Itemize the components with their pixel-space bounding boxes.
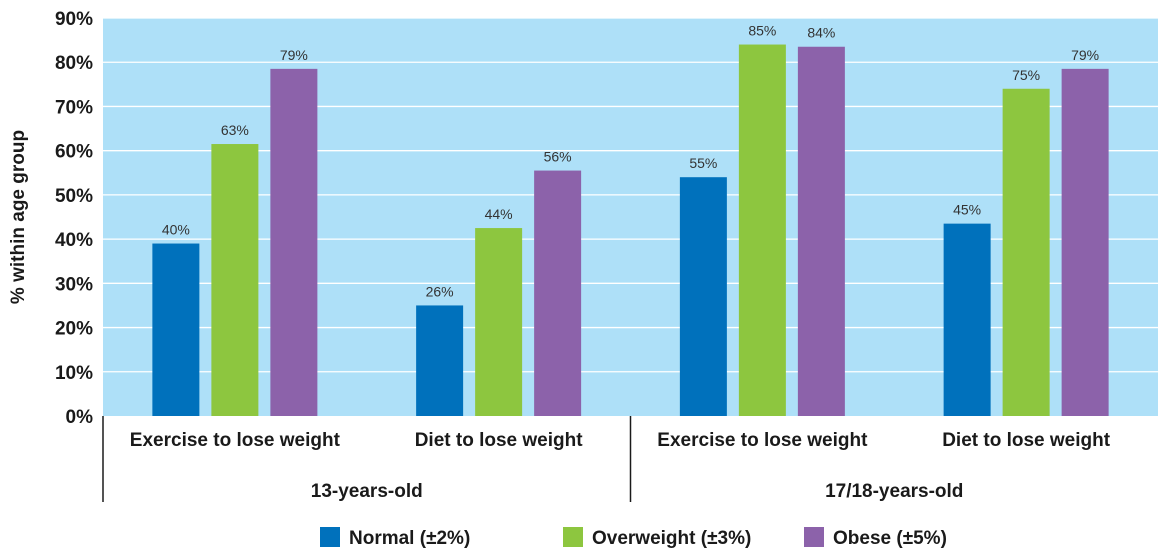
- legend-label: Obese (±5%): [833, 528, 947, 549]
- bar: [270, 68, 318, 416]
- y-tick-label: 20%: [55, 319, 93, 340]
- category-label: Diet to lose weight: [942, 430, 1111, 451]
- y-tick-label: 80%: [55, 53, 93, 74]
- category-label: Diet to lose weight: [415, 430, 584, 451]
- x-axis: Exercise to lose weight Diet to lose weig…: [102, 416, 1111, 502]
- bar: [738, 44, 786, 417]
- bar: [475, 228, 523, 416]
- data-label: 79%: [1071, 47, 1099, 63]
- legend-label: Overweight (±3%): [592, 528, 751, 549]
- y-tick-label: 60%: [55, 142, 93, 163]
- legend-swatch: [804, 527, 824, 547]
- bar: [797, 46, 845, 416]
- y-axis-ticks: 0% 10% 20% 30% 40% 50% 60% 70% 80% 90%: [55, 9, 93, 428]
- legend-label: Normal (±2%): [349, 528, 470, 549]
- bar: [943, 223, 991, 416]
- data-label: 85%: [748, 23, 776, 39]
- bar: [1061, 68, 1109, 416]
- data-label: 26%: [426, 283, 454, 299]
- bar: [1002, 88, 1050, 416]
- data-label: 63%: [221, 122, 249, 138]
- category-label: Exercise to lose weight: [657, 430, 868, 451]
- data-label: 44%: [485, 206, 513, 222]
- y-axis-label: % within age group: [8, 130, 29, 304]
- data-label: 40%: [162, 222, 190, 238]
- bar: [416, 305, 464, 416]
- group-label: 17/18-years-old: [825, 481, 963, 502]
- group-label: 13-years-old: [311, 481, 423, 502]
- data-label: 56%: [544, 149, 572, 165]
- legend-swatch: [320, 527, 340, 547]
- y-tick-label: 10%: [55, 363, 93, 384]
- data-label: 79%: [280, 47, 308, 63]
- data-label: 84%: [807, 25, 835, 41]
- y-tick-label: 50%: [55, 186, 93, 207]
- y-tick-label: 40%: [55, 230, 93, 251]
- bar: [152, 243, 200, 416]
- y-tick-label: 70%: [55, 97, 93, 118]
- legend: Normal (±2%) Overweight (±3%) Obese (±5%): [320, 527, 947, 549]
- data-label: 45%: [953, 202, 981, 218]
- y-tick-label: 30%: [55, 274, 93, 295]
- y-tick-label: 0%: [66, 407, 94, 428]
- plot-background: [103, 18, 1158, 416]
- bar: [679, 177, 727, 416]
- bar: [534, 170, 582, 416]
- legend-swatch: [563, 527, 583, 547]
- data-label: 75%: [1012, 67, 1040, 83]
- y-tick-label: 90%: [55, 9, 93, 30]
- data-labels: 40% 63% 79% 26% 44% 56% 55% 85% 84% 45% 75% 79%: [162, 23, 1099, 300]
- bar: [211, 144, 259, 417]
- data-label: 55%: [689, 155, 717, 171]
- category-label: Exercise to lose weight: [130, 430, 341, 451]
- bars: [152, 44, 1109, 417]
